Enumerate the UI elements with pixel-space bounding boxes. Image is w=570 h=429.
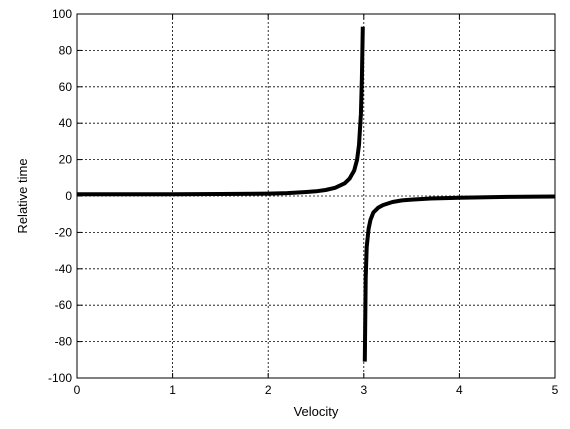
y-tick-label: 20 xyxy=(59,153,73,167)
y-axis-label: Relative time xyxy=(15,158,30,233)
y-tick-label: 100 xyxy=(52,7,72,21)
y-tick-label: -20 xyxy=(55,225,73,239)
y-tick-label: -80 xyxy=(55,335,73,349)
x-tick-label: 4 xyxy=(456,383,463,397)
y-tick-label: 60 xyxy=(59,80,73,94)
x-tick-label: 1 xyxy=(169,383,176,397)
ticks: 0 1 2 3 4 5 -100 -80 -60 -40 -20 0 20 40 60 80 100 xyxy=(48,7,559,397)
series-line-segment xyxy=(362,194,556,362)
y-tick-label: 40 xyxy=(59,116,73,130)
x-axis-label: Velocity xyxy=(294,404,339,419)
y-tick-label: 80 xyxy=(59,43,73,57)
series xyxy=(77,26,556,362)
x-tick-label: 0 xyxy=(74,383,81,397)
y-tick-label: -100 xyxy=(48,371,72,385)
y-tick-label: 0 xyxy=(65,189,72,203)
series-line-segment xyxy=(77,26,365,197)
x-tick-label: 2 xyxy=(265,383,272,397)
y-tick-label: -60 xyxy=(55,298,73,312)
y-tick-label: -40 xyxy=(55,262,73,276)
x-tick-label: 3 xyxy=(360,383,367,397)
x-tick-label: 5 xyxy=(552,383,559,397)
